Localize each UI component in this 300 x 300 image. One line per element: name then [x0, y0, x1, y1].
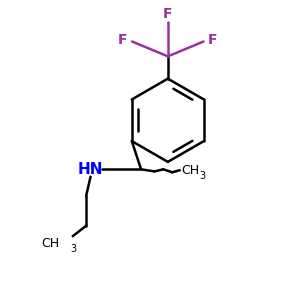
Text: CH: CH	[181, 164, 199, 177]
Text: F: F	[208, 33, 218, 47]
Text: CH: CH	[41, 237, 59, 250]
Text: HN: HN	[78, 162, 103, 177]
Text: 3: 3	[200, 171, 206, 181]
Text: 3: 3	[70, 244, 77, 254]
Text: F: F	[118, 33, 128, 47]
Text: F: F	[163, 7, 172, 21]
